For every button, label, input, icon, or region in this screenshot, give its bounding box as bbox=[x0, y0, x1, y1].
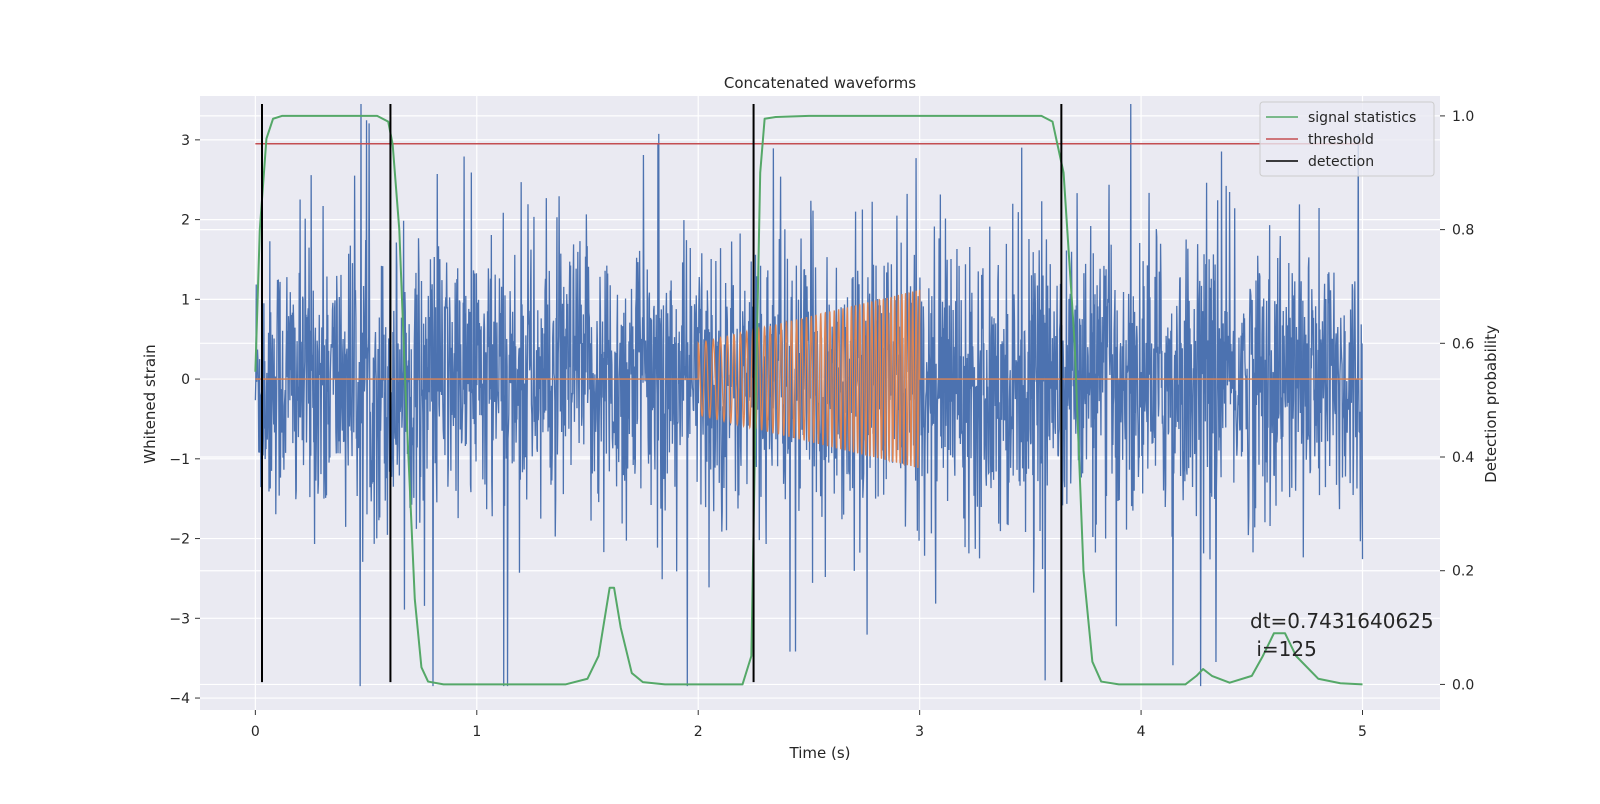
series-group bbox=[254, 103, 1364, 687]
y-tick-label: 1 bbox=[181, 292, 190, 308]
annotation-dt: dt=0.7431640625 bbox=[1250, 609, 1434, 633]
y-tick-label: 3 bbox=[181, 133, 190, 149]
y-tick-label: 0 bbox=[181, 372, 190, 388]
y-right-tick-label: 0.8 bbox=[1452, 223, 1474, 239]
tick-labels: 0 1 2 3 4 5 3 2 1 0 −1 −2 −3 −4 1.0 0.8 0.6 0.4 0.2 0.0 bbox=[169, 109, 1474, 740]
y-tick-label: −3 bbox=[169, 611, 190, 627]
y-axis-label: Whitened strain bbox=[141, 344, 159, 463]
legend-box bbox=[1259, 101, 1435, 177]
x-tick-label: 0 bbox=[251, 724, 260, 740]
x-tick-label: 4 bbox=[1137, 724, 1146, 740]
chirp-series-line bbox=[255, 289, 1363, 468]
y-right-tick-label: 1.0 bbox=[1452, 109, 1474, 125]
y-right-tick-label: 0.6 bbox=[1452, 336, 1474, 352]
y-tick-label: −4 bbox=[169, 691, 190, 707]
legend-label-signal-statistics: signal statistics bbox=[1308, 110, 1416, 126]
x-tick-label: 2 bbox=[694, 724, 703, 740]
legend-label-detection: detection bbox=[1308, 154, 1374, 170]
y-right-tick-label: 0.2 bbox=[1452, 564, 1474, 580]
y-tick-label: −2 bbox=[169, 532, 190, 548]
y-right-tick-label: 0.4 bbox=[1452, 450, 1474, 466]
y-tick-label: −1 bbox=[169, 452, 190, 468]
chart-title: Concatenated waveforms bbox=[724, 74, 916, 92]
y-right-axis-label: Detection probability bbox=[1482, 325, 1500, 483]
y-right-tick-label: 0.0 bbox=[1452, 677, 1474, 693]
x-tick-label: 1 bbox=[472, 724, 481, 740]
signal-statistics-line bbox=[254, 114, 1363, 686]
x-tick-label: 5 bbox=[1358, 724, 1367, 740]
noise-series-line bbox=[254, 103, 1364, 687]
legend-label-threshold: threshold bbox=[1308, 132, 1374, 148]
annotation-index: i=125 bbox=[1250, 637, 1317, 661]
x-tick-label: 3 bbox=[915, 724, 924, 740]
x-axis-label: Time (s) bbox=[789, 744, 851, 762]
y-tick-label: 2 bbox=[181, 213, 190, 229]
legend: signal statistics threshold detection bbox=[1259, 101, 1435, 177]
